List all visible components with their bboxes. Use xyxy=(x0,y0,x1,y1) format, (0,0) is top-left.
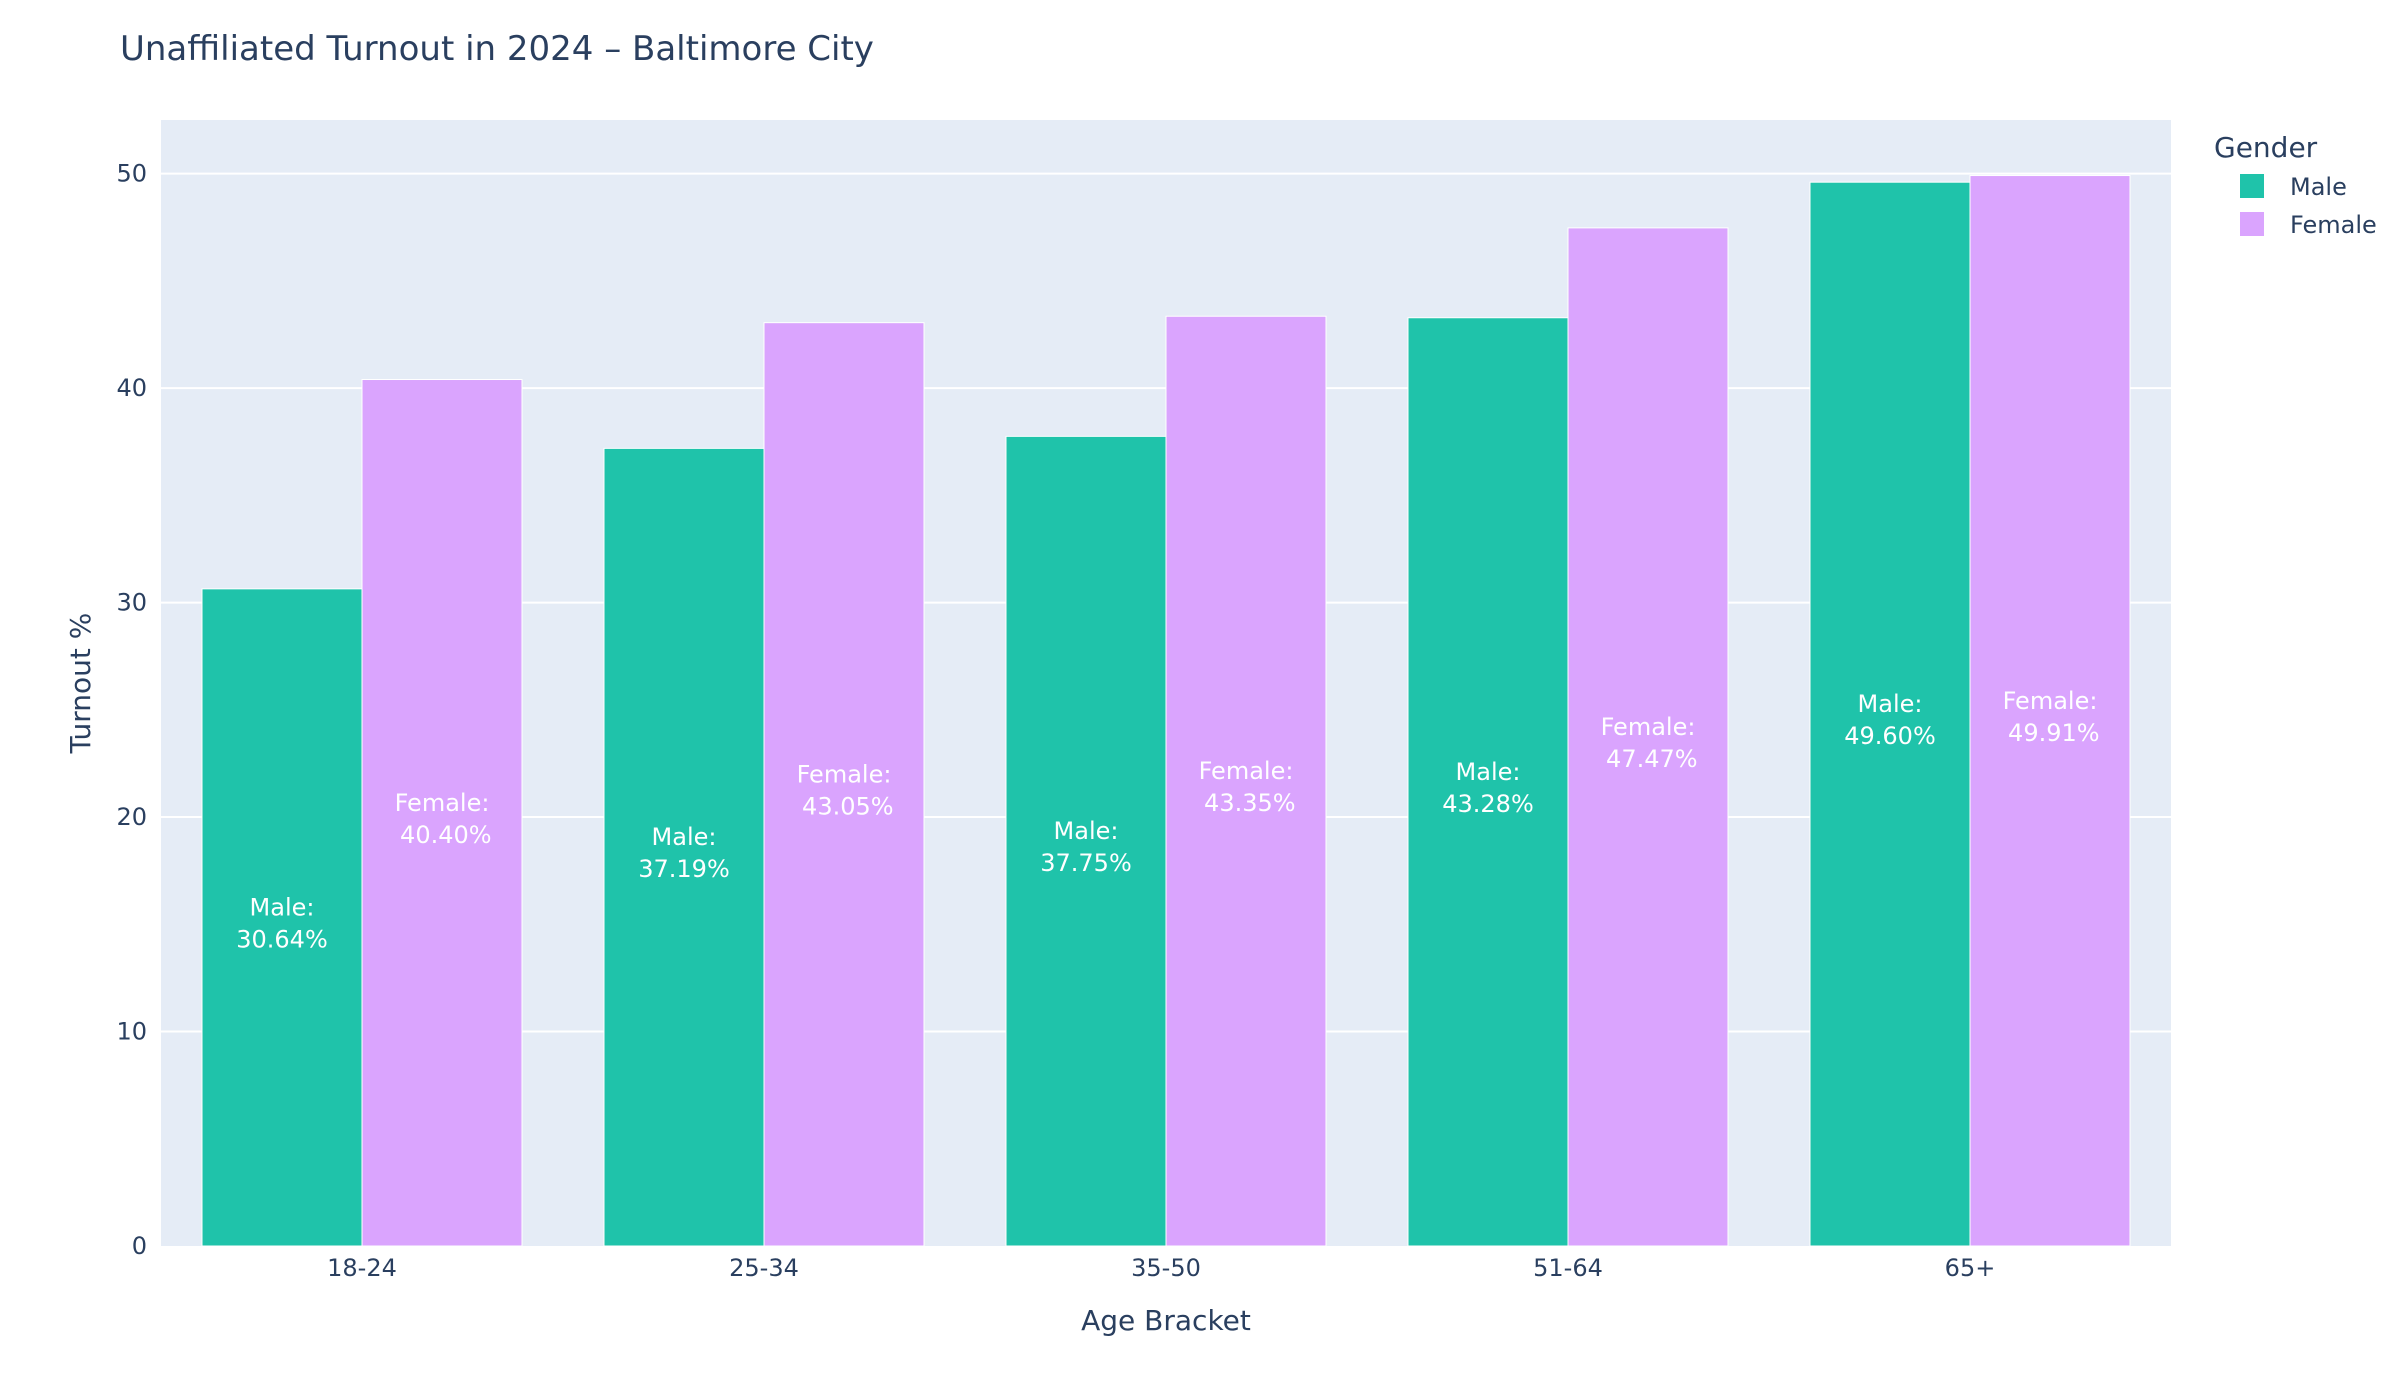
x-tick-label: 35-50 xyxy=(1131,1254,1201,1282)
legend-swatch-female xyxy=(2240,212,2264,236)
legend-swatch-male xyxy=(2240,174,2264,198)
bar-female xyxy=(1969,175,2131,1247)
bar-male xyxy=(201,588,363,1247)
x-axis-title: Age Bracket xyxy=(1081,1304,1251,1337)
x-axis-ticks: 18-24 25-34 35-50 51-64 65+ xyxy=(327,1254,1995,1282)
y-tick-label: 30 xyxy=(116,589,147,617)
bar-label-female: Female: 40.40% xyxy=(392,789,491,849)
y-axis-ticks: 0 10 20 30 40 50 xyxy=(116,160,147,1260)
bar-label-female: Female: 43.35% xyxy=(1196,757,1295,817)
y-tick-label: 40 xyxy=(116,374,147,402)
bar-labels: Male: 30.64% Female: 40.40% Male: 37.19% Fema… xyxy=(236,687,2099,954)
y-tick-label: 20 xyxy=(116,803,147,831)
bar-label-female: Female: 49.91% xyxy=(2000,687,2099,747)
bar-male xyxy=(1005,435,1167,1247)
bar-male xyxy=(603,447,765,1247)
legend: Gender Male Female xyxy=(2214,131,2377,239)
x-tick-label: 25-34 xyxy=(729,1254,799,1282)
y-tick-label: 10 xyxy=(116,1018,147,1046)
chart-title: Unaffiliated Turnout in 2024 – Baltimore… xyxy=(120,29,874,69)
bar-female xyxy=(763,322,925,1247)
bar-label-male: Male: 30.64% xyxy=(236,893,328,953)
bar-label-male: Male: 37.19% xyxy=(638,823,730,883)
x-tick-label: 18-24 xyxy=(327,1254,397,1282)
legend-title: Gender xyxy=(2214,131,2318,164)
bar-label-male: Male: 37.75% xyxy=(1040,817,1132,877)
bar-male xyxy=(1407,317,1569,1247)
y-tick-label: 50 xyxy=(116,160,147,188)
bar-female xyxy=(361,379,523,1247)
legend-label-female: Female xyxy=(2290,211,2377,239)
bar-label-female: Female: 43.05% xyxy=(794,760,893,820)
y-axis-title: Turnout % xyxy=(64,613,97,755)
bar-female xyxy=(1165,315,1327,1247)
bar-label-male: Male: 49.60% xyxy=(1844,690,1936,750)
legend-label-male: Male xyxy=(2290,173,2347,201)
x-tick-label: 51-64 xyxy=(1533,1254,1603,1282)
bar-female xyxy=(1567,227,1729,1247)
bars xyxy=(201,175,2131,1247)
bar-male xyxy=(1809,181,1971,1247)
bar-label-male: Male: 43.28% xyxy=(1442,758,1534,818)
y-tick-label: 0 xyxy=(132,1232,147,1260)
bar-label-female: Female: 47.47% xyxy=(1598,713,1697,773)
x-tick-label: 65+ xyxy=(1945,1254,1996,1282)
